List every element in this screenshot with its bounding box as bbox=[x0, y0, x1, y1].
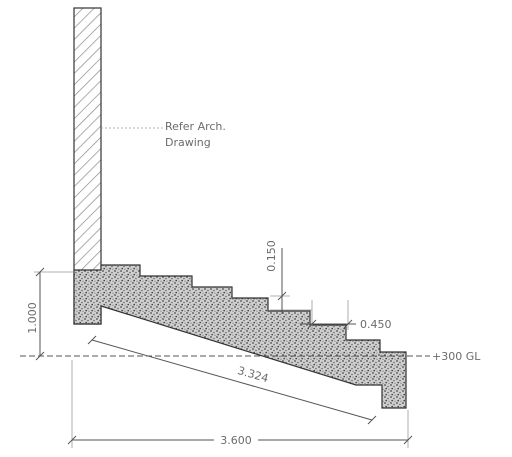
tread-dim-label: 0.450 bbox=[360, 318, 392, 331]
stair-concrete-section bbox=[74, 265, 406, 408]
slope-tick-start bbox=[88, 336, 96, 344]
note-line-1: Refer Arch. bbox=[165, 120, 226, 133]
note-line-2: Drawing bbox=[165, 136, 211, 149]
span-dim-label: 3.600 bbox=[220, 434, 252, 447]
height-dim-label: 1.000 bbox=[26, 302, 39, 334]
riser-dim-label: 0.150 bbox=[265, 240, 278, 272]
level-label: +300 GL bbox=[432, 350, 481, 363]
slope-tick-end bbox=[368, 416, 376, 424]
